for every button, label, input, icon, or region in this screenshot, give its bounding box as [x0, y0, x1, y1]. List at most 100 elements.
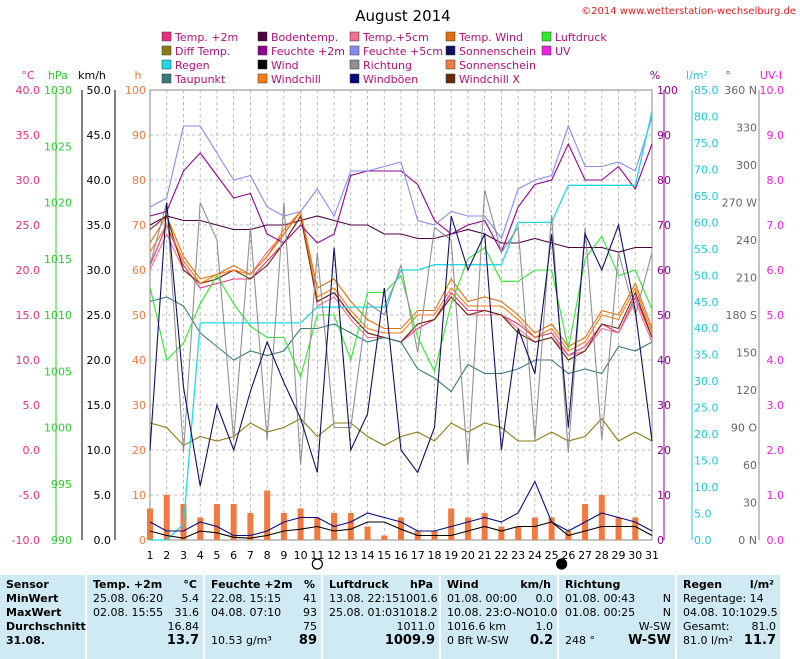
sunshine-bar [448, 508, 455, 540]
tick-label-direction: 240 [736, 234, 757, 247]
temp-cell-value: 31.6 [174, 606, 200, 619]
legend-swatch [161, 73, 172, 84]
wind-cell-label: 1016.6 km [447, 620, 507, 633]
legend-label: Windchill X [459, 73, 520, 86]
tick-label-hpa: 1020 [44, 197, 72, 210]
regen-panel: Regen l/m² Regentage: 14 04.08. 10:10 29.5 Ge… [677, 575, 780, 659]
legend-label: Feuchte +5cm [363, 45, 443, 58]
tick-label-celsius: 40.0 [16, 84, 41, 97]
legend-swatch [349, 73, 360, 84]
legend-swatch [349, 45, 360, 56]
tick-label-direction: 360 N [724, 84, 757, 97]
tick-label-rain: 55.0 [694, 243, 719, 256]
tick-label-kmh: 35.0 [87, 219, 112, 232]
temp-unit: °C [183, 578, 197, 591]
tick-label-kmh: 25.0 [87, 309, 112, 322]
feuchte-cell-label: 22.08. 15:15 [211, 592, 282, 605]
feuchte-cell-value: 75 [303, 620, 317, 633]
luftdruck-cell-label: 25.08. 01:03 [329, 606, 400, 619]
sunshine-bar [548, 517, 555, 540]
tick-label-direction: 330 [736, 122, 757, 135]
axis-unit-label: l/m² [686, 69, 708, 82]
legend-label: Temp.+5cm [362, 31, 429, 44]
tick-label-uv: 8.0 [767, 174, 785, 187]
tick-label-celsius: -10.0 [12, 534, 40, 547]
sunshine-bar [632, 517, 639, 540]
series-line-regen [150, 111, 653, 541]
tick-label-hours: 40 [132, 354, 146, 367]
temp-cell-label [93, 620, 168, 634]
feuchte-cell-value: 93 [303, 606, 317, 619]
tick-label-celsius: -5.0 [19, 489, 40, 502]
axis-unit-label: km/h [78, 69, 106, 82]
tick-label-rain: 25.0 [694, 402, 719, 415]
x-tick-label: 29 [612, 549, 626, 562]
sunshine-bar [615, 517, 622, 540]
richtung-cell-value: W-SW [638, 620, 671, 633]
luftdruck-row: 1011.0 [329, 620, 436, 634]
sunshine-bar [280, 513, 287, 540]
tick-label-uv: 9.0 [767, 129, 785, 142]
axis-unit-label: °C [21, 69, 35, 82]
legend-label: Richtung [363, 59, 412, 72]
tick-label-rain: 45.0 [694, 296, 719, 309]
richtung-title: Richtung [565, 578, 621, 591]
sunshine-bar [498, 526, 505, 540]
legend-label: UV [555, 45, 571, 58]
sunshine-bar [163, 495, 170, 540]
tick-label-rain: 35.0 [694, 349, 719, 362]
tick-label-celsius: 25.0 [16, 219, 41, 232]
tick-label-direction: 60 [743, 459, 757, 472]
legend-swatch [445, 31, 456, 42]
series-line-luftdruck [149, 235, 653, 379]
tick-label-direction: 90 O [731, 422, 757, 435]
series-line-feuchte-2m [149, 142, 653, 254]
sunshine-bar [247, 513, 254, 540]
luftdruck-cell-label [329, 620, 397, 634]
luftdruck-unit: hPa [409, 578, 433, 591]
tick-label-hours: 20 [132, 444, 146, 457]
tick-label-direction: 210 [736, 272, 757, 285]
richtung-cell-label: 248 ° [565, 634, 595, 647]
tick-label-percent: 80 [657, 174, 671, 187]
tick-label-rain: 5.0 [694, 508, 712, 521]
tick-label-rain: 75.0 [694, 137, 719, 150]
tick-label-kmh: 50.0 [87, 84, 112, 97]
tick-label-celsius: 0.0 [23, 444, 41, 457]
tick-label-direction: 150 [736, 347, 757, 360]
tick-label-rain: 20.0 [694, 428, 719, 441]
tick-label-celsius: 30.0 [16, 174, 41, 187]
regen-unit: l/m² [749, 578, 774, 591]
x-tick-label: 22 [494, 549, 508, 562]
wind-row: 1016.6 km 1.0 [447, 620, 553, 634]
legend-label: Taupunkt [174, 73, 226, 86]
sunshine-bar [264, 490, 271, 540]
tick-label-hpa: 1025 [44, 140, 72, 153]
temp-cell-label [93, 634, 167, 648]
sunshine-bar [230, 504, 237, 540]
feuchte-row: 22.08. 15:15 41 [211, 592, 317, 606]
chart-title: August 2014 [355, 7, 450, 25]
richtung-row: 01.08. 00:25 N [565, 606, 671, 620]
tick-label-uv: 7.0 [767, 219, 785, 232]
sunshine-bar [515, 526, 522, 540]
temp-panel: Temp. +2m °C 25.08. 06:20 5.4 02.08. 15:55 31… [87, 575, 205, 659]
row-label-max: MaxWert [6, 606, 62, 619]
richtung-cell-label: 01.08. 00:43 [565, 592, 636, 605]
axis-unit-label: hPa [48, 69, 68, 82]
x-tick-label: 5 [213, 549, 220, 562]
tick-label-hpa: 1010 [44, 309, 72, 322]
tick-label-rain: 10.0 [694, 481, 719, 494]
regen-title: Regen [683, 578, 723, 591]
tick-label-celsius: 35.0 [16, 129, 41, 142]
tick-label-hours: 30 [132, 399, 146, 412]
tick-label-hours: 10 [132, 489, 146, 502]
tick-label-celsius: 15.0 [16, 309, 41, 322]
x-tick-label: 25 [545, 549, 559, 562]
summary-table: Sensor MinWert MaxWert Durchschnitt 31.0… [0, 575, 800, 659]
sensor-panel: Sensor MinWert MaxWert Durchschnitt 31.0… [0, 575, 87, 659]
legend-label: Temp. +2m [174, 31, 238, 44]
x-tick-label: 10 [294, 549, 308, 562]
x-tick-label: 4 [197, 549, 204, 562]
x-tick-label: 31 [645, 549, 659, 562]
